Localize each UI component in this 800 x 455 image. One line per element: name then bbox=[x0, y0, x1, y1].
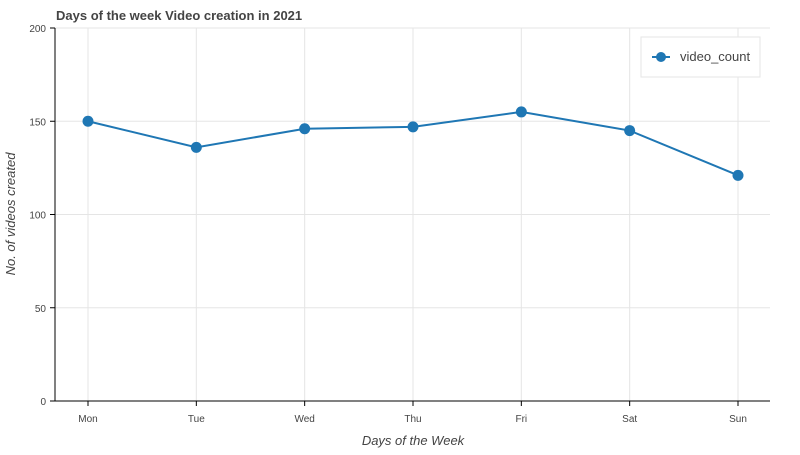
series-layer bbox=[82, 106, 744, 181]
y-tick-label: 0 bbox=[40, 397, 46, 408]
data-point-sat bbox=[624, 125, 636, 137]
data-point-thu bbox=[407, 121, 419, 133]
x-tick-label: Tue bbox=[188, 414, 205, 425]
legend-marker-swatch bbox=[656, 52, 666, 62]
y-tick-label: 150 bbox=[29, 117, 46, 128]
axes: 0 50 100 150 200 Mon Tue Wed Thu Fri Sat Sun bbox=[29, 24, 770, 425]
y-tick-label: 50 bbox=[35, 304, 47, 315]
data-point-sun bbox=[732, 169, 744, 181]
chart-title: Days of the week Video creation in 2021 bbox=[56, 8, 302, 23]
x-tick-label: Sun bbox=[729, 414, 747, 425]
data-point-tue bbox=[190, 141, 202, 153]
y-tick-label: 100 bbox=[29, 211, 46, 222]
data-point-wed bbox=[299, 123, 311, 135]
x-tick-label: Thu bbox=[404, 414, 421, 425]
legend: video_count bbox=[640, 36, 761, 78]
y-axis-label: No. of videos created bbox=[3, 152, 18, 276]
legend-label: video_count bbox=[680, 49, 750, 64]
data-point-mon bbox=[82, 115, 94, 127]
x-axis-label: Days of the Week bbox=[362, 433, 466, 448]
grid bbox=[55, 27, 770, 402]
x-tick-label: Sat bbox=[622, 414, 637, 425]
y-tick-label: 200 bbox=[29, 24, 46, 35]
data-point-fri bbox=[515, 106, 527, 118]
x-tick-label: Wed bbox=[294, 414, 314, 425]
x-tick-label: Mon bbox=[78, 414, 97, 425]
x-tick-label: Fri bbox=[515, 414, 527, 425]
